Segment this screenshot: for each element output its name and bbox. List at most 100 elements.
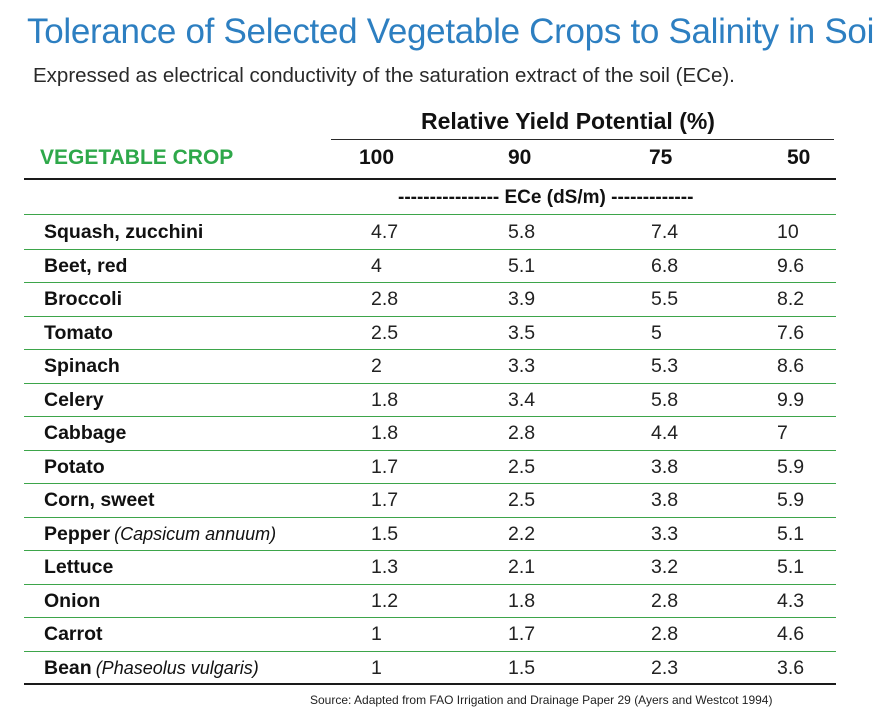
crop-name: Onion (44, 590, 100, 613)
crop-name: Tomato (44, 322, 113, 345)
row-divider (24, 516, 836, 518)
ece-value-100: 1.2 (371, 589, 399, 612)
units-bottom-rule (24, 214, 836, 215)
ece-value-75: 6.8 (651, 254, 679, 277)
row-divider (24, 382, 836, 384)
column-header-50: 50 (787, 146, 811, 169)
table-row: Lettuce 1.3 2.1 3.2 5.1 (0, 550, 875, 585)
table-row: Spinach 2 3.3 5.3 8.6 (0, 349, 875, 384)
crop-common-name: Beet, red (44, 254, 128, 277)
row-divider (24, 315, 836, 317)
row-divider (24, 583, 836, 585)
row-divider (24, 617, 836, 618)
ece-value-100: 1.8 (371, 422, 399, 444)
ece-value-100: 1.8 (371, 388, 399, 411)
ece-value-100: 4.7 (371, 221, 399, 243)
crop-name: Squash, zucchini (44, 221, 203, 244)
ece-value-90: 3.5 (508, 321, 536, 344)
crop-name: Pepper (Capsicum annuum) (44, 523, 276, 546)
source-note: Source: Adapted from FAO Irrigation and … (310, 693, 773, 707)
column-header-90: 90 (508, 146, 532, 169)
crop-common-name: Squash, zucchini (44, 221, 204, 243)
crop-scientific-name: (Phaseolus vulgaris) (95, 657, 259, 678)
ece-value-75: 3.8 (651, 455, 679, 478)
yield-group-header: Relative Yield Potential (%) (421, 108, 715, 134)
row-divider (24, 416, 836, 417)
ece-value-90: 5.1 (508, 254, 536, 277)
table-row: Bean (Phaseolus vulgaris) 1 1.5 2.3 3.6 (0, 651, 875, 685)
row-divider (24, 483, 836, 484)
ece-value-90: 5.8 (508, 221, 536, 243)
ece-value-100: 1.5 (371, 522, 399, 545)
crop-name: Cabbage (44, 422, 126, 445)
ece-value-75: 2.3 (651, 656, 679, 679)
ece-value-50: 5.9 (777, 489, 805, 511)
table-row: Cabbage 1.8 2.8 4.4 7 (0, 416, 875, 451)
ece-value-50: 5.1 (777, 522, 805, 545)
table-row: Celery 1.8 3.4 5.8 9.9 (0, 383, 875, 417)
ece-value-90: 2.5 (508, 455, 536, 478)
ece-value-100: 2.5 (371, 321, 399, 344)
crop-common-name: Onion (44, 589, 101, 612)
crop-common-name: Carrot (44, 623, 103, 645)
ece-value-100: 4 (371, 254, 382, 277)
ece-value-90: 3.3 (508, 355, 536, 377)
ece-value-50: 8.6 (777, 355, 805, 377)
crop-scientific-name: (Capsicum annuum) (114, 523, 277, 544)
ece-value-90: 1.7 (508, 623, 536, 645)
crop-name: Broccoli (44, 288, 122, 311)
crop-common-name: Bean (44, 656, 92, 679)
table-row: Broccoli 2.8 3.9 5.5 8.2 (0, 282, 875, 317)
table-row: Beet, red 4 5.1 6.8 9.6 (0, 249, 875, 283)
header-bottom-rule (24, 178, 836, 180)
units-row: ---------------- ECe (dS/m) ------------… (398, 187, 694, 208)
crop-name: Spinach (44, 355, 120, 378)
crop-common-name: Tomato (44, 321, 113, 344)
crop-name: Corn, sweet (44, 489, 155, 512)
row-divider (24, 282, 836, 283)
ece-value-75: 5.3 (651, 355, 679, 377)
crop-name: Lettuce (44, 556, 113, 579)
ece-value-90: 1.5 (508, 656, 536, 679)
ece-value-50: 4.6 (777, 623, 805, 645)
ece-value-90: 2.1 (508, 556, 536, 578)
ece-value-100: 1.3 (371, 556, 399, 578)
table-row: Carrot 1 1.7 2.8 4.6 (0, 617, 875, 652)
ece-value-90: 1.8 (508, 589, 536, 612)
crop-name: Beet, red (44, 255, 127, 278)
table-row: Squash, zucchini 4.7 5.8 7.4 10 (0, 215, 875, 250)
crop-common-name: Lettuce (44, 556, 114, 578)
table-row: Pepper (Capsicum annuum) 1.5 2.2 3.3 5.1 (0, 517, 875, 551)
table-row: Onion 1.2 1.8 2.8 4.3 (0, 584, 875, 618)
ece-value-90: 2.5 (508, 489, 536, 511)
ece-value-75: 3.3 (651, 522, 679, 545)
crop-name: Potato (44, 456, 105, 479)
ece-value-90: 3.9 (508, 288, 536, 310)
column-header-100: 100 (359, 146, 395, 169)
ece-value-90: 2.2 (508, 522, 536, 545)
group-header-rule (331, 139, 834, 140)
ece-value-50: 8.2 (777, 288, 805, 310)
ece-value-75: 5.5 (651, 288, 679, 310)
row-divider (24, 650, 836, 652)
crop-common-name: Cabbage (44, 422, 127, 444)
row-divider (24, 550, 836, 551)
ece-value-100: 2 (371, 355, 382, 377)
ece-value-100: 2.8 (371, 288, 399, 310)
ece-value-50: 5.9 (777, 455, 805, 478)
ece-value-75: 5.8 (651, 388, 679, 411)
ece-value-50: 9.9 (777, 388, 805, 411)
crop-common-name: Celery (44, 388, 104, 411)
ece-value-50: 7 (777, 422, 788, 444)
ece-value-75: 2.8 (651, 623, 679, 645)
ece-value-75: 4.4 (651, 422, 679, 444)
crop-name: Bean (Phaseolus vulgaris) (44, 657, 259, 680)
crop-name: Celery (44, 389, 104, 412)
row-divider (24, 248, 836, 250)
ece-value-50: 3.6 (777, 656, 805, 679)
ece-value-50: 9.6 (777, 254, 805, 277)
ece-value-90: 3.4 (508, 388, 536, 411)
crop-common-name: Corn, sweet (44, 489, 155, 511)
table-bottom-rule (24, 683, 836, 685)
ece-value-100: 1.7 (371, 489, 399, 511)
